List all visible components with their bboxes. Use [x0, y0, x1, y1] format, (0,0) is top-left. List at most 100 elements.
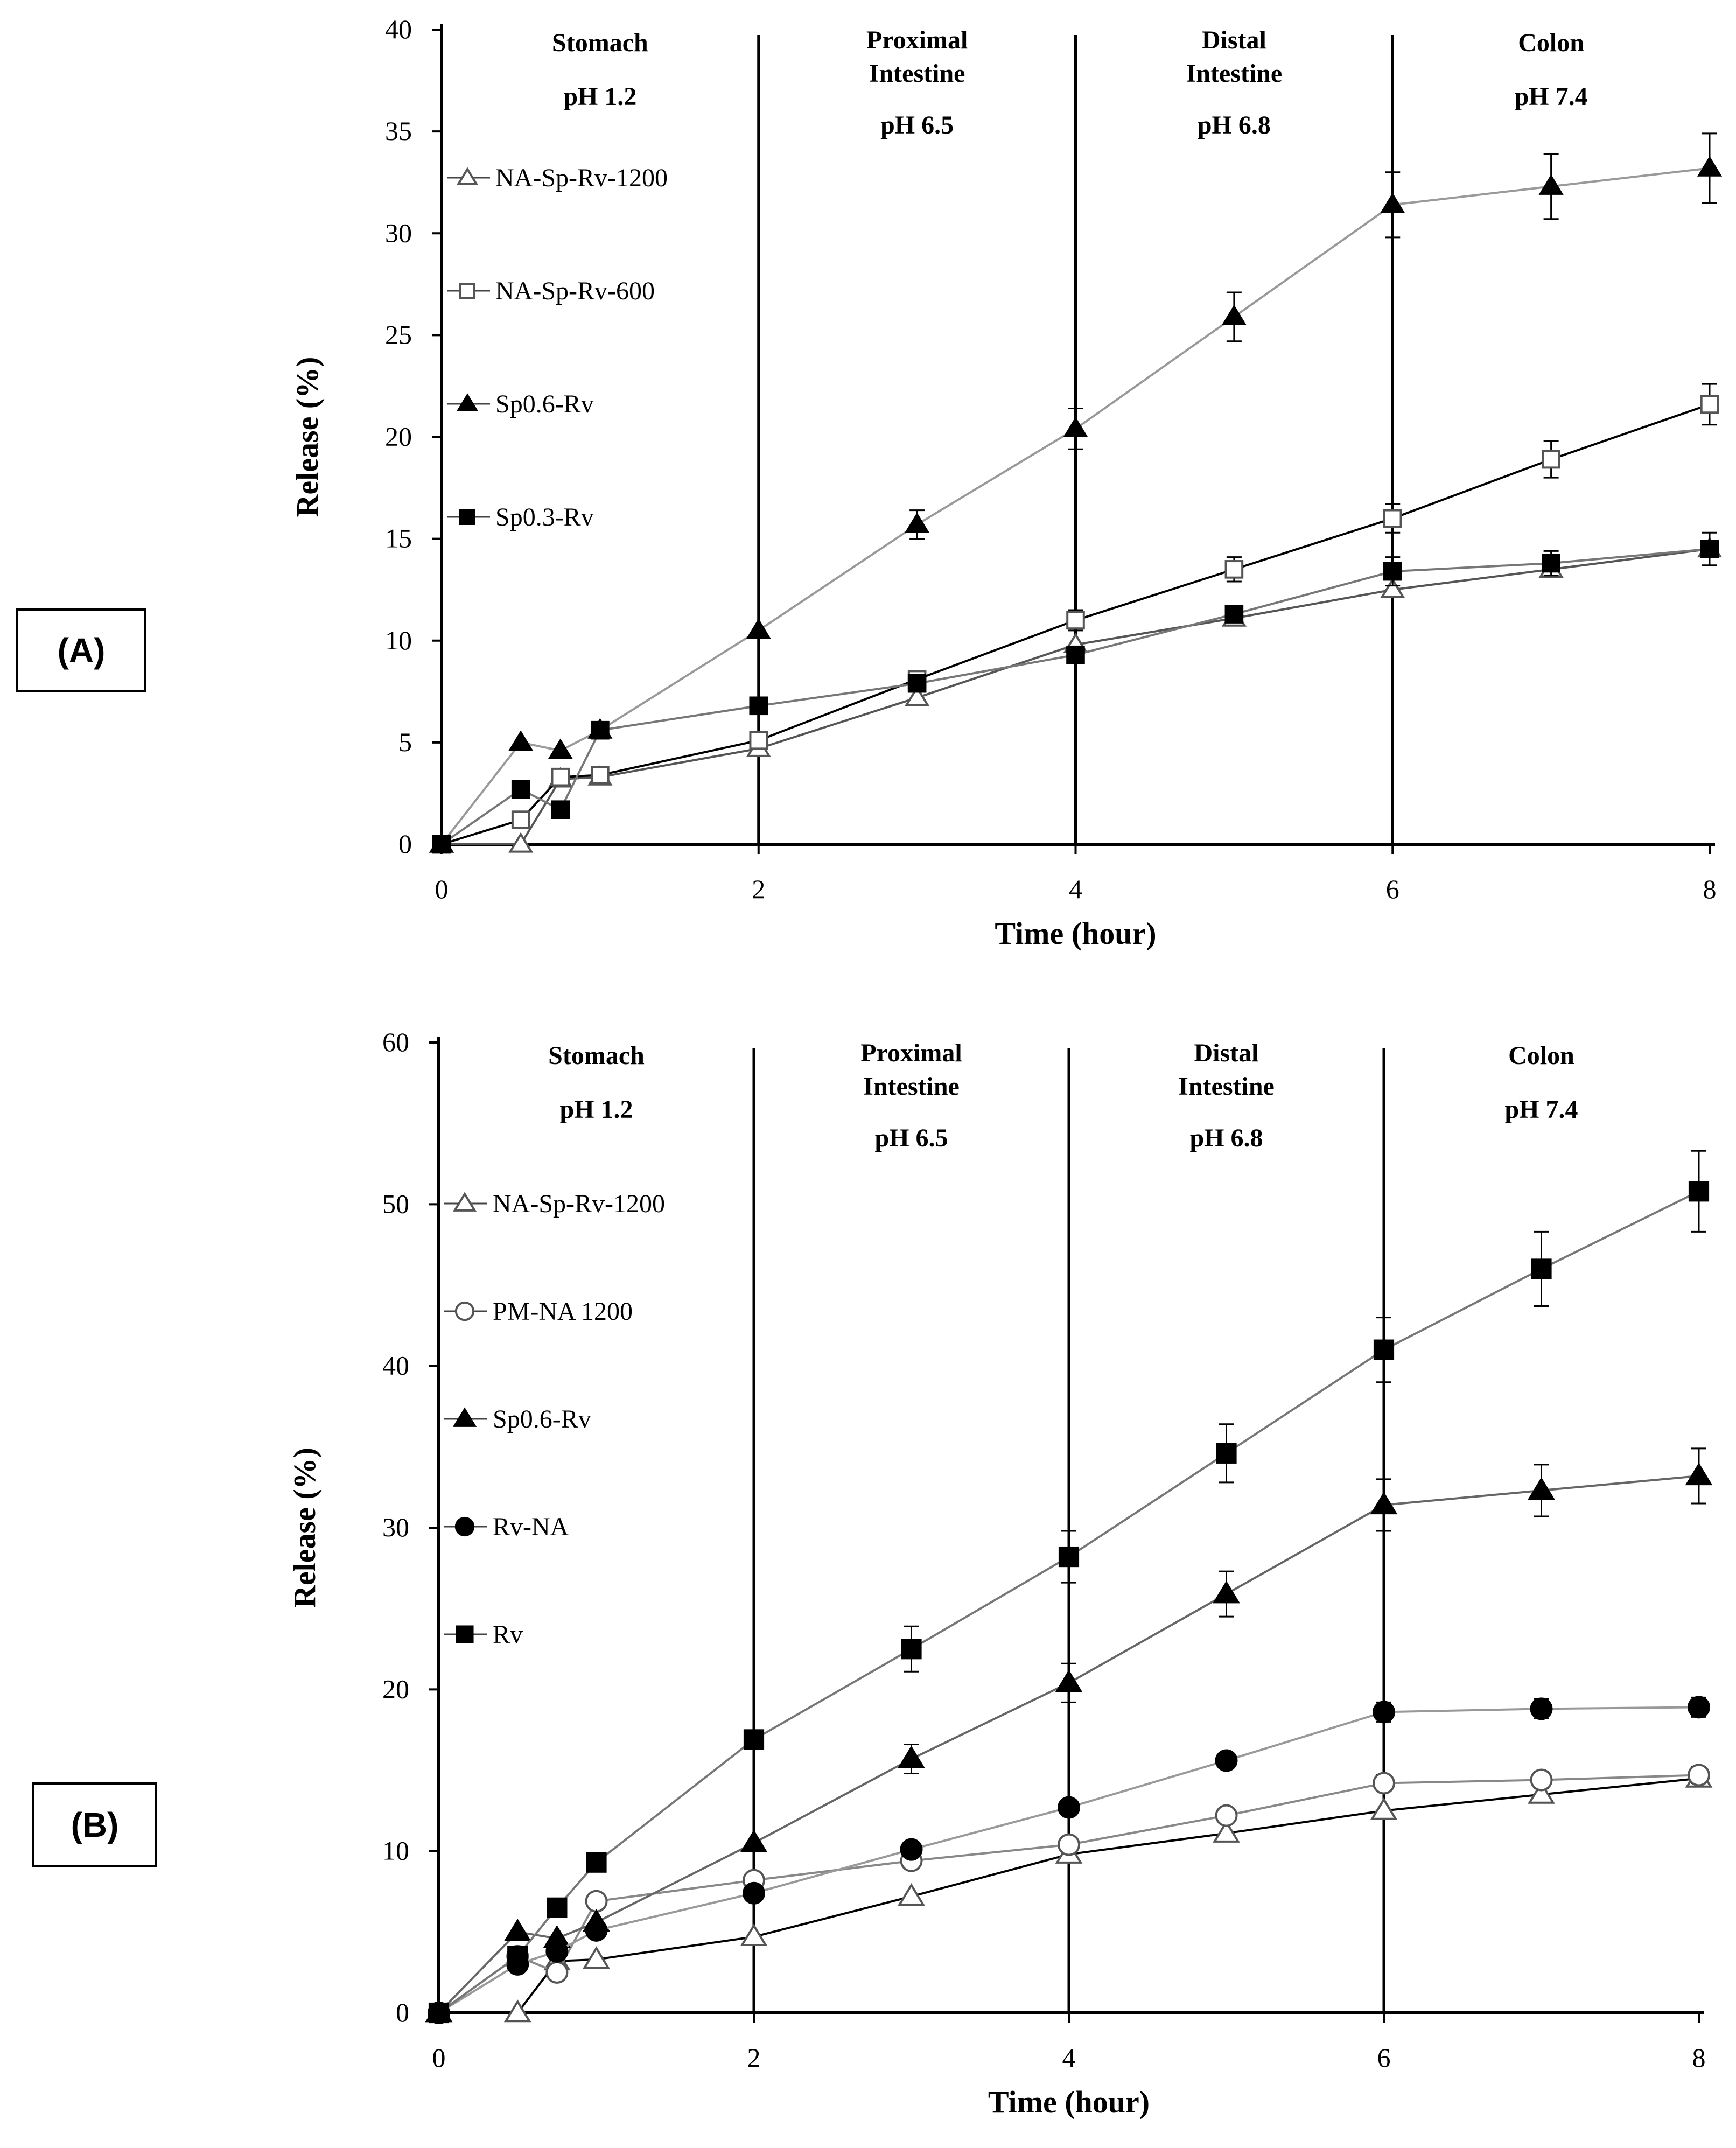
- chart-b-na-sp-rv-1200-point: [740, 1923, 768, 1947]
- chart-a-region-label: pH 6.5: [880, 111, 954, 139]
- chart-b-rv-point: [1058, 1546, 1080, 1568]
- chart-b-y-tick-label: 0: [396, 1997, 409, 2027]
- chart-b-region-label: pH 6.8: [1189, 1124, 1263, 1152]
- chart-b-x-axis-title: Time (hour): [988, 2084, 1150, 2119]
- chart-b-legend-sp0-6-rv-marker: [452, 1407, 477, 1427]
- panel-label-b: (B): [32, 1782, 157, 1867]
- chart-a-legend-na-sp-rv-1200-label: NA-Sp-Rv-1200: [495, 164, 668, 192]
- chart-a-sp0-3-rv-point: [551, 800, 570, 819]
- chart-b-x-tick-label: 8: [1692, 2042, 1706, 2073]
- chart-b-x-tick-label: 6: [1377, 2042, 1391, 2073]
- chart-a-y-tick-label: 40: [385, 14, 412, 44]
- chart-b-y-tick-label: 40: [382, 1351, 409, 1381]
- chart-a-na-sp-rv-600-point: [1224, 560, 1244, 579]
- chart-a-legend-sp0-6-rv-marker: [456, 393, 479, 411]
- chart-a-region-label: pH 6.8: [1198, 111, 1271, 139]
- chart-b-rv-na-point: [900, 1838, 923, 1861]
- chart-b-rv-na-point: [1215, 1749, 1238, 1772]
- chart-a-legend-sp0-6-rv-label: Sp0.6-Rv: [495, 390, 594, 418]
- chart-b-rv-point: [547, 1897, 568, 1918]
- chart-b-rv-point: [586, 1852, 607, 1873]
- chart-b-rv-point: [1373, 1339, 1395, 1360]
- chart-a-na-sp-rv-600-point: [749, 731, 768, 750]
- chart-b-region-label: pH 7.4: [1504, 1095, 1578, 1124]
- chart-b-rv-na-point: [1373, 1701, 1395, 1724]
- chart-b-region-label: Intestine: [1178, 1072, 1275, 1101]
- chart-a-y-tick-label: 35: [385, 116, 412, 146]
- panel-label-a: (A): [16, 608, 146, 692]
- chart-b-region-label: pH 1.2: [559, 1095, 633, 1124]
- chart-b-region-label: pH 6.5: [874, 1124, 948, 1152]
- chart-a-sp0-3-rv-point: [1383, 562, 1402, 581]
- chart-a-y-tick-label: 20: [385, 422, 412, 452]
- chart-b-legend-pm-na-1200-label: PM-NA 1200: [493, 1297, 633, 1326]
- chart-b-region-label: Colon: [1508, 1041, 1574, 1070]
- chart-a-sp0-6-rv-point: [508, 730, 534, 751]
- chart-a-na-sp-rv-600-point: [511, 810, 530, 829]
- chart-b-legend-rv-label: Rv: [493, 1620, 523, 1649]
- chart-a-region-label: Intestine: [869, 59, 965, 88]
- chart-b-sp0-6-rv-point: [1528, 1477, 1555, 1500]
- chart-b-legend-na-sp-rv-1200-marker: [452, 1192, 477, 1212]
- chart-b-rv-na-point: [1688, 1696, 1710, 1719]
- chart-a-sp0-6-rv-point: [1063, 416, 1088, 437]
- chart-b-y-tick-label: 60: [382, 1027, 409, 1057]
- chart-b-rv-point: [1216, 1443, 1237, 1464]
- chart-a-sp0-3-rv-point: [1066, 645, 1085, 664]
- chart-a-na-sp-rv-600-point: [1383, 509, 1402, 528]
- chart-b-pm-na-1200-point: [585, 1890, 608, 1913]
- chart-b-y-tick-label: 30: [382, 1512, 409, 1542]
- chart-a-na-sp-rv-600-point: [591, 766, 610, 785]
- chart-b-region-label: Intestine: [863, 1072, 960, 1101]
- chart-b-na-sp-rv-1200-point: [583, 1946, 610, 1969]
- chart-b-legend-na-sp-rv-1200-label: NA-Sp-Rv-1200: [493, 1190, 665, 1218]
- chart-a-sp0-3-rv-point: [1700, 540, 1719, 558]
- chart-b-legend-pm-na-1200-marker: [454, 1301, 475, 1321]
- chart-a-sp0-3-rv-point: [1542, 554, 1560, 573]
- chart-a-na-sp-rv-1200-point: [905, 685, 930, 706]
- chart-a-legend-na-sp-rv-600-marker: [459, 282, 476, 299]
- chart-b-pm-na-1200-point: [1688, 1764, 1710, 1787]
- chart-a-na-sp-rv-600-point: [1542, 450, 1560, 469]
- chart-b-rv-na-point: [545, 1940, 569, 1963]
- chart-a-region-label: Intestine: [1186, 59, 1283, 88]
- chart-b-pm-na-1200-point: [1058, 1833, 1080, 1856]
- chart-b-y-tick-label: 10: [382, 1836, 409, 1866]
- chart-a-region-label: Colon: [1518, 29, 1584, 57]
- chart-a-y-tick-label: 25: [385, 319, 412, 349]
- chart-b-y-tick-label: 20: [382, 1674, 409, 1704]
- chart-b-rv-point: [1531, 1258, 1552, 1279]
- chart-b-sp0-6-rv-point: [740, 1829, 768, 1852]
- chart-b-sp0-6-rv-point: [503, 1919, 531, 1942]
- chart-b-region-label: Distal: [1194, 1039, 1259, 1067]
- chart-b-rv-na-point: [1058, 1796, 1080, 1819]
- chart-b-pm-na-1200-point: [1215, 1804, 1238, 1827]
- chart-a-sp0-3-rv-point: [1224, 605, 1244, 624]
- chart-a-y-axis-title: Release (%): [290, 357, 325, 517]
- chart-a-na-sp-rv-600-point: [551, 767, 570, 787]
- chart-b-y-tick-label: 50: [382, 1188, 409, 1219]
- chart-a-y-tick-label: 30: [385, 218, 412, 248]
- chart-a-legend-sp0-3-rv-label: Sp0.3-Rv: [495, 503, 594, 531]
- chart-a-sp0-6-rv-point: [1538, 174, 1564, 195]
- chart-b-legend-rv-na-marker: [454, 1516, 475, 1537]
- chart-a-sp0-6-rv-point: [1697, 156, 1723, 177]
- chart-a-sp0-6-rv-point: [1221, 304, 1247, 325]
- chart-a-sp0-6-rv-point: [1380, 192, 1405, 213]
- chart-a-na-sp-rv-1200-point: [1380, 577, 1405, 598]
- chart-a-x-tick-label: 0: [435, 874, 449, 904]
- chart-b-sp0-6-rv-point: [1370, 1492, 1398, 1515]
- chart-a-y-tick-label: 0: [398, 829, 412, 859]
- chart-b-rv-na-point: [585, 1919, 608, 1942]
- release-chart-a: 0 5 10 15 20 25 30 35 40 0 2 4 6 8 Time (hour) Release …: [290, 14, 1723, 951]
- chart-b-rv-na-point: [743, 1881, 765, 1905]
- chart-a-legend-na-sp-rv-1200-marker: [456, 167, 479, 185]
- chart-a-sp0-3-rv-point: [511, 780, 530, 799]
- chart-a-x-axis-title: Time (hour): [995, 916, 1156, 951]
- release-chart-b: 0 10 20 30 40 50 60 0 2 4 6 8 Time (hour) Release (%)…: [287, 1027, 1713, 2119]
- chart-a-legend-sp0-3-rv-marker: [459, 508, 476, 526]
- chart-b-pm-na-1200-point: [1530, 1768, 1553, 1792]
- chart-a-sp0-3-rv-point: [591, 720, 610, 740]
- chart-b-x-tick-label: 2: [747, 2042, 761, 2073]
- chart-a-sp0-3-rv-point: [432, 835, 451, 854]
